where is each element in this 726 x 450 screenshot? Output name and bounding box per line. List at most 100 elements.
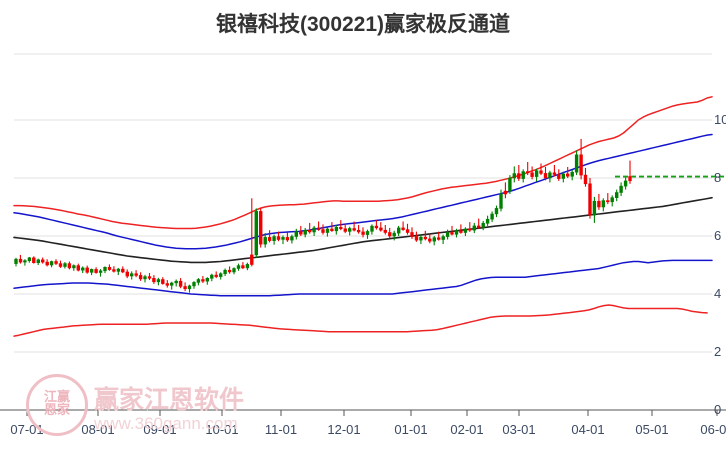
x-axis-label: 12-01 bbox=[327, 422, 361, 437]
candle-body bbox=[143, 276, 147, 280]
band-line-0 bbox=[13, 96, 713, 230]
band-line-1 bbox=[13, 133, 713, 250]
candle-body bbox=[201, 279, 205, 282]
candle-body bbox=[227, 269, 232, 273]
candle-body bbox=[36, 259, 41, 263]
candle-body bbox=[565, 173, 570, 177]
x-axis-label: 02-01 bbox=[450, 422, 484, 437]
candle-body bbox=[383, 229, 387, 233]
candle-body bbox=[81, 267, 85, 271]
x-axis-label: 01-01 bbox=[394, 422, 428, 437]
candle-body bbox=[76, 265, 81, 271]
candle-body bbox=[63, 263, 67, 267]
candle-body bbox=[219, 273, 223, 277]
candle-body bbox=[58, 263, 63, 267]
candle-body bbox=[548, 172, 552, 179]
candle-body bbox=[619, 185, 623, 193]
candle-body bbox=[468, 228, 472, 231]
candle-body bbox=[432, 237, 436, 242]
candle-body bbox=[54, 261, 58, 264]
candle-body bbox=[232, 268, 236, 273]
axis-lines bbox=[0, 409, 726, 416]
x-axis-label: 08-01 bbox=[81, 422, 115, 437]
candle-body bbox=[103, 266, 107, 272]
candle-body bbox=[161, 279, 165, 284]
candle-body bbox=[236, 265, 241, 269]
candle-body bbox=[623, 180, 628, 187]
y-axis-label: 2 bbox=[714, 344, 722, 359]
candle-body bbox=[241, 265, 245, 269]
candle-body bbox=[343, 228, 347, 232]
candle-body bbox=[321, 229, 325, 233]
candle-body bbox=[499, 193, 503, 209]
candle-body bbox=[436, 237, 441, 240]
band-line-4 bbox=[13, 304, 708, 337]
x-axis-label: 11-01 bbox=[264, 422, 298, 437]
y-axis-label: 10 bbox=[714, 112, 726, 127]
candle-body bbox=[23, 260, 27, 263]
candle-body bbox=[428, 238, 432, 242]
candle-body bbox=[530, 172, 534, 177]
candle-body bbox=[196, 279, 201, 283]
candle-body bbox=[534, 170, 539, 177]
candle-body bbox=[170, 282, 174, 286]
candle-body bbox=[485, 218, 490, 224]
candle-body bbox=[116, 268, 121, 272]
page-title: 银禧科技(300221)赢家极反通道 bbox=[215, 13, 511, 36]
candle-body bbox=[454, 230, 459, 235]
candle-body bbox=[312, 227, 316, 233]
candle-body bbox=[276, 236, 281, 240]
candle-body bbox=[165, 283, 169, 286]
candle-body bbox=[441, 236, 445, 240]
candle-body bbox=[223, 269, 227, 275]
candle-body bbox=[494, 208, 499, 215]
candle-body bbox=[490, 213, 494, 220]
candle-body bbox=[419, 236, 423, 241]
candle-body bbox=[414, 236, 419, 241]
candle-body bbox=[557, 174, 561, 179]
candle-body bbox=[40, 259, 45, 263]
candle-body bbox=[138, 275, 143, 280]
candle-body bbox=[263, 237, 267, 245]
candle-body bbox=[147, 276, 152, 279]
candle-body bbox=[281, 237, 285, 240]
candle-body bbox=[552, 172, 557, 175]
candle-body bbox=[267, 237, 272, 241]
x-axis-label: 07-01 bbox=[10, 422, 44, 437]
candle-body bbox=[401, 227, 405, 230]
candle-body bbox=[476, 225, 481, 228]
candle-body bbox=[579, 154, 583, 176]
y-axis-label: 4 bbox=[714, 286, 722, 301]
candle-body bbox=[98, 270, 103, 273]
candle-body bbox=[254, 211, 258, 256]
y-axis-label: 8 bbox=[714, 170, 722, 185]
y-axis-label: 0 bbox=[714, 402, 722, 417]
candle-body bbox=[521, 171, 525, 179]
candle-body bbox=[45, 261, 49, 266]
candle-body bbox=[214, 274, 218, 277]
candle-body bbox=[503, 190, 508, 195]
candle-body bbox=[49, 261, 54, 266]
candle-body bbox=[583, 174, 588, 185]
candle-body bbox=[388, 232, 392, 237]
candle-body bbox=[134, 273, 138, 276]
candle-body bbox=[597, 200, 601, 208]
candle-body bbox=[130, 273, 134, 277]
x-axis-label: 04-01 bbox=[571, 422, 605, 437]
candle-body bbox=[512, 173, 517, 179]
candle-body bbox=[285, 237, 290, 241]
candle-body bbox=[325, 228, 330, 233]
candle-body bbox=[112, 269, 116, 272]
candle-body bbox=[90, 269, 94, 273]
candle-body bbox=[152, 277, 156, 283]
candle-body bbox=[187, 285, 192, 290]
candle-body bbox=[574, 154, 579, 173]
candle-body bbox=[459, 230, 463, 233]
candle-body bbox=[290, 236, 294, 241]
candle-body bbox=[334, 227, 339, 232]
candle-body bbox=[588, 183, 592, 216]
candle-body bbox=[85, 267, 89, 273]
candle-body bbox=[356, 229, 361, 233]
candle-body bbox=[525, 171, 530, 174]
candle-body bbox=[18, 258, 23, 263]
